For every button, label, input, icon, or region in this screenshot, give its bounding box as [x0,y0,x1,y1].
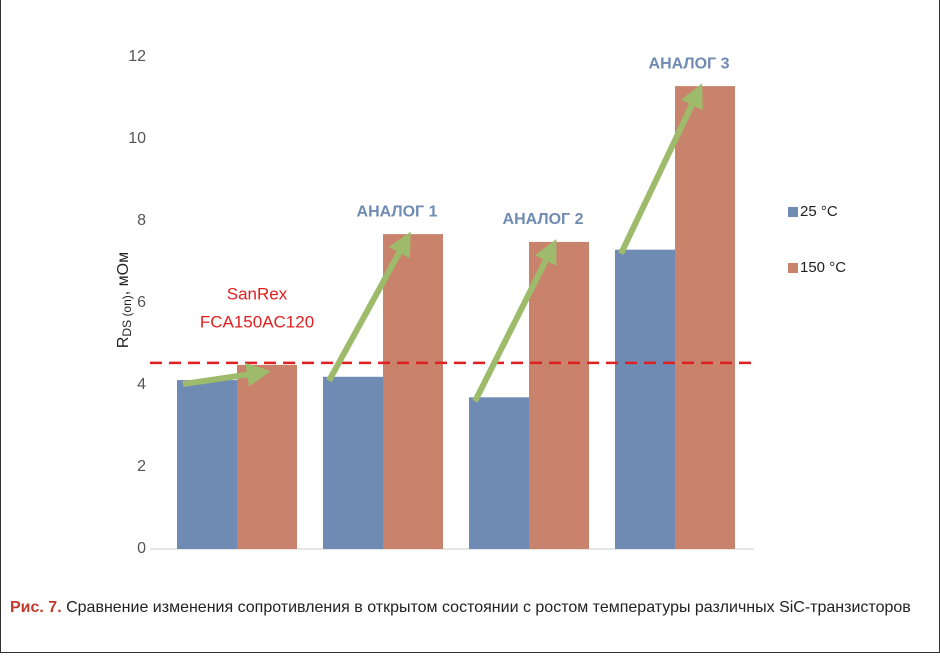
arrow [618,83,703,255]
y-tick-label: 4 [137,376,146,393]
y-tick-label: 6 [137,294,146,311]
bar [615,249,675,549]
y-tick-label: 10 [128,130,146,147]
bar [237,364,297,549]
arrow [326,231,411,383]
arrow [472,239,557,403]
y-label-main: R [115,337,132,349]
caption: Рис. 7. Сравнение изменения сопротивлени… [10,594,932,621]
bar [383,234,443,549]
bar [675,86,735,550]
annotation: АНАЛОГ 1 [357,203,438,220]
annotation: SanRex [227,284,288,303]
bar [177,380,237,549]
caption-label: Рис. 7. [10,599,62,616]
legend-label: 150 °C [800,259,846,276]
legend-label: 25 °C [800,203,838,220]
y-tick-label: 0 [137,540,146,557]
y-tick-label: 2 [137,458,146,475]
legend-swatch [788,207,798,217]
annotation: АНАЛОГ 2 [503,211,584,228]
bar [529,241,589,549]
y-tick-label: 12 [128,48,146,65]
y-tick-label: 8 [137,212,146,229]
y-axis-label: RDS (on), мОм [115,252,134,348]
y-label-unit: , мОм [115,252,132,295]
annotation: АНАЛОГ 3 [649,55,730,72]
y-label-sub: DS (on) [120,295,134,336]
chart: RDS (on), мОм 0 2 4 6 8 10 12 SanRex FCA150AC120… [115,48,846,557]
legend-swatch [788,263,798,273]
bar [469,397,529,549]
bar [323,376,383,549]
annotation: FCA150AC120 [200,312,314,331]
caption-text: Сравнение изменения сопротивления в откр… [66,599,911,616]
arrow [182,362,271,388]
